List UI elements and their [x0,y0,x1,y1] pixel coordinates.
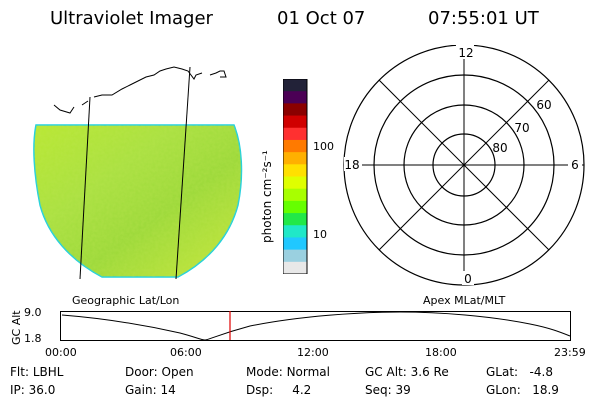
colorbar-unit-label: photon cm⁻²s⁻¹ [260,150,274,243]
mlt-label-18: 18 [344,158,359,172]
mlt-label-12: 12 [458,46,473,60]
colorbar-segment [283,139,307,153]
time-tick: 23:59 [554,346,586,359]
apex-label: Apex MLat/MLT [423,294,506,307]
colorbar-segment [283,225,307,239]
altitude-tick-min: 1.8 [24,332,42,345]
longitude-line [79,96,91,280]
lat-label-80: 80 [492,141,507,155]
colorbar-segment [283,91,307,104]
info-gain: Gain: 14 [125,383,176,397]
geographic-label: Geographic Lat/Lon [72,294,180,307]
colorbar-segment [283,200,307,214]
info-ip: IP: 36.0 [10,383,56,397]
polar-mlt-plot: 12 18 6 0 60 70 80 [343,45,585,286]
info-glon: GLon: 18.9 [486,383,559,397]
orbit-altitude-plot [60,311,571,341]
colorbar-segment [283,164,307,178]
colorbar [283,79,308,274]
coastline [53,66,227,114]
time-label: 07:55:01 UT [428,8,539,29]
info-filter: Flt: LBHL [10,365,64,379]
info-seq: Seq: 39 [365,383,411,397]
colorbar-segment [283,152,307,165]
longitude-line [175,66,191,280]
info-mode: Mode: Normal [246,365,330,379]
colorbar-tick-100: 100 [313,140,334,153]
info-gc-alt: GC Alt: 3.6 Re [365,365,449,379]
time-tick: 18:00 [425,346,457,359]
lat-label-60: 60 [536,98,551,112]
colorbar-segment [283,249,307,263]
colorbar-tick-10: 10 [313,228,327,241]
altitude-curve [61,311,571,341]
altitude-tick-max: 9.0 [24,306,42,319]
instrument-title: Ultraviolet Imager [50,8,213,29]
info-glat: GLat: -4.8 [486,365,553,379]
colorbar-segment [283,213,307,226]
colorbar-segment [283,188,307,202]
info-dsp: Dsp: 4.2 [246,383,312,397]
time-tick: 06:00 [170,346,202,359]
uv-auroral-image [33,66,243,280]
mlt-label-6: 6 [571,158,579,172]
colorbar-segment [283,115,307,129]
time-tick: 00:00 [45,346,77,359]
colorbar-segment [283,176,307,190]
colorbar-segment [283,103,307,117]
colorbar-segment [283,127,307,141]
colorbar-segment [283,261,307,274]
info-door: Door: Open [125,365,194,379]
altitude-axis-label: GC Alt [10,310,23,345]
lat-label-70: 70 [514,121,529,135]
colorbar-segment [283,237,307,251]
time-tick: 12:00 [297,346,329,359]
date-label: 01 Oct 07 [277,8,366,29]
mlt-label-0: 0 [464,272,472,286]
colorbar-segment [283,79,307,92]
